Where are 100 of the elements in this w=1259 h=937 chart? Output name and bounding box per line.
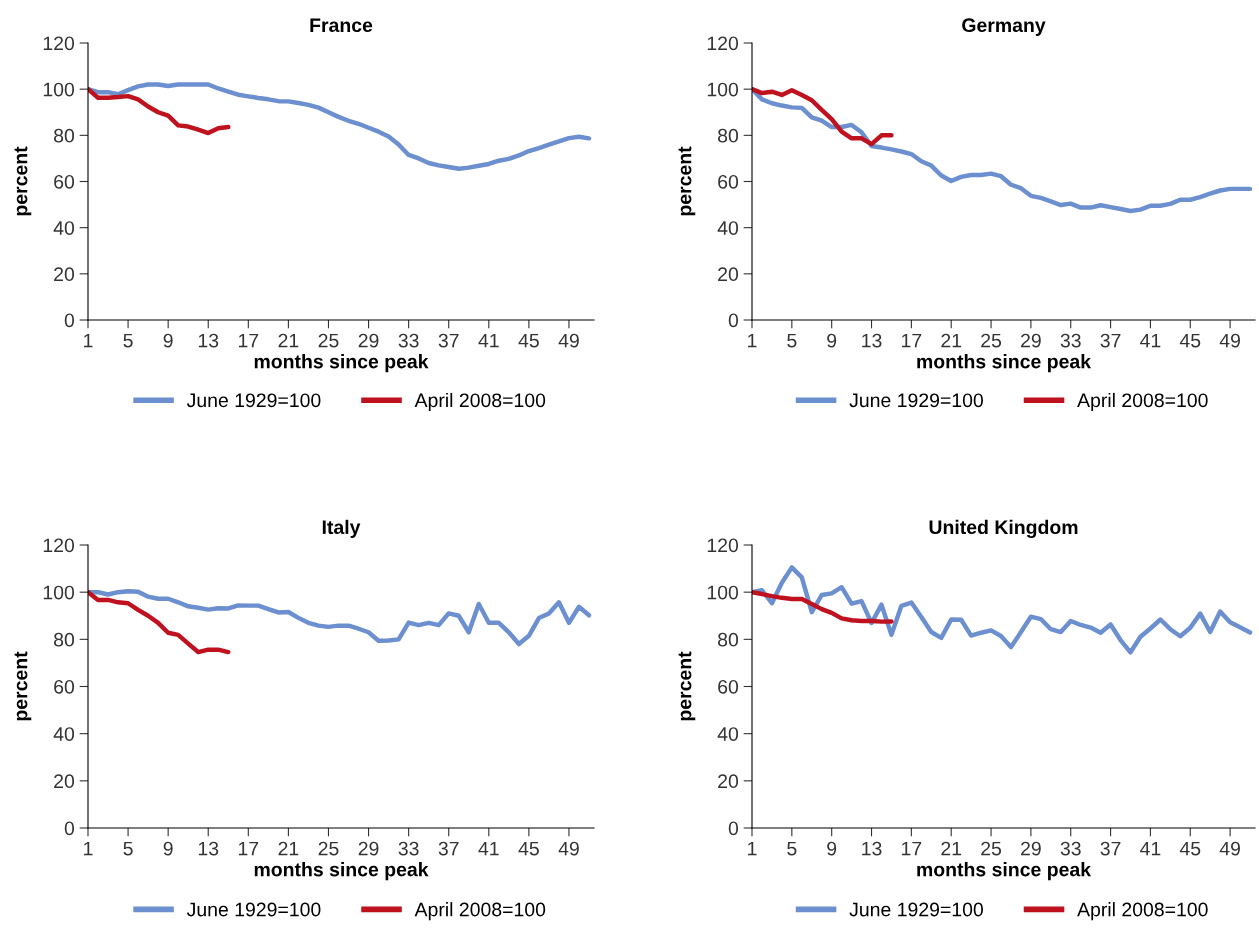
x-tick-label: 25 (318, 333, 339, 348)
x-tick-label: 25 (981, 841, 1002, 856)
x-tick-label: 41 (1140, 333, 1161, 348)
x-tick-label: 17 (238, 333, 259, 348)
x-tick-label: 9 (827, 333, 837, 348)
x-tick-label: 33 (398, 333, 419, 348)
y-tick-label: 0 (64, 821, 75, 836)
x-tick-label: 25 (318, 841, 339, 856)
y-tick-label: 120 (707, 36, 739, 51)
line-series (752, 589, 894, 624)
x-axis-title: months since peak (254, 354, 429, 373)
x-tick-label: 49 (1219, 333, 1240, 348)
x-tick-label: 5 (123, 333, 133, 348)
x-tick-label: 25 (981, 333, 1002, 348)
x-tick-label: 21 (278, 333, 299, 348)
line-series (88, 589, 592, 647)
y-tick-label: 60 (54, 679, 75, 694)
x-tick-label: 45 (1179, 841, 1201, 856)
y-axis-title: percent (14, 146, 32, 216)
x-tick-label: 29 (358, 333, 379, 348)
y-tick-label: 100 (43, 82, 75, 97)
x-tick-label: 21 (941, 841, 962, 856)
x-axis-title: months since peak (917, 862, 1092, 881)
x-tick-label: 33 (1060, 841, 1081, 856)
y-tick-label: 0 (728, 821, 739, 836)
x-tick-label: 49 (558, 841, 579, 856)
y-tick-label: 80 (718, 632, 739, 647)
x-tick-label: 37 (1100, 333, 1121, 348)
x-tick-label: 13 (862, 333, 882, 348)
x-tick-label: 1 (748, 841, 757, 856)
y-tick-label: 40 (53, 221, 75, 235)
y-tick-label: 60 (718, 174, 739, 189)
y-tick-label: 20 (54, 267, 75, 282)
x-tick-label: 41 (478, 841, 499, 856)
y-axis-title: percent (678, 651, 696, 721)
y-axis-title: percent (678, 146, 696, 216)
x-tick-label: 29 (1021, 333, 1041, 348)
line-series (752, 565, 1253, 655)
chart-title: United Kingdom (929, 519, 1078, 539)
legend-label: June 1929=100 (186, 393, 321, 408)
y-tick-label: 100 (707, 585, 739, 600)
x-tick-label: 1 (748, 333, 757, 348)
y-tick-label: 120 (43, 36, 75, 51)
y-tick-label: 40 (717, 727, 739, 741)
legend-label: April 2008=100 (1077, 902, 1208, 921)
x-tick-label: 45 (1179, 333, 1201, 348)
y-tick-label: 120 (43, 538, 75, 553)
x-tick-label: 1 (84, 333, 93, 348)
x-tick-label: 5 (787, 333, 797, 348)
y-tick-label: 120 (707, 538, 739, 553)
y-tick-label: 100 (43, 585, 75, 600)
x-axis-title: months since peak (917, 354, 1092, 373)
x-tick-label: 37 (438, 841, 459, 856)
x-tick-label: 45 (518, 841, 539, 856)
x-tick-label: 37 (1100, 841, 1121, 856)
line-series (88, 86, 231, 136)
y-tick-label: 80 (718, 128, 739, 143)
x-tick-label: 9 (163, 841, 173, 856)
x-tick-label: 21 (941, 333, 962, 348)
x-tick-label: 37 (438, 333, 459, 348)
chart-title: Italy (322, 519, 361, 538)
x-tick-label: 5 (787, 841, 797, 856)
x-tick-label: 33 (1060, 333, 1081, 348)
x-tick-label: 45 (518, 333, 539, 348)
x-tick-label: 13 (198, 841, 219, 856)
legend-label: April 2008=100 (1077, 392, 1208, 412)
line-series (752, 86, 894, 147)
x-tick-label: 49 (1219, 841, 1240, 856)
x-tick-label: 21 (278, 841, 299, 856)
line-series (88, 82, 592, 172)
x-tick-label: 9 (163, 333, 173, 348)
y-tick-label: 20 (54, 774, 75, 789)
legend-label: June 1929=100 (849, 902, 983, 917)
y-tick-label: 20 (718, 774, 739, 789)
y-tick-label: 80 (54, 128, 75, 143)
chart-title: Germany (962, 18, 1046, 36)
x-tick-label: 9 (827, 841, 837, 856)
y-tick-label: 60 (54, 174, 75, 189)
x-tick-label: 49 (558, 333, 579, 348)
x-tick-label: 13 (198, 333, 219, 348)
chart-title: France (310, 18, 373, 33)
y-tick-label: 40 (53, 727, 75, 741)
y-tick-label: 60 (718, 679, 739, 694)
y-tick-label: 100 (707, 82, 739, 97)
legend-label: June 1929=100 (186, 902, 321, 917)
y-tick-label: 20 (718, 267, 739, 282)
y-tick-label: 0 (728, 313, 739, 328)
x-tick-label: 17 (902, 333, 922, 348)
x-tick-label: 29 (358, 841, 379, 856)
legend-label: June 1929=100 (849, 393, 983, 408)
y-tick-label: 80 (54, 632, 75, 647)
x-tick-label: 17 (902, 841, 922, 856)
x-tick-label: 29 (1021, 841, 1041, 856)
x-tick-label: 17 (238, 841, 259, 856)
x-axis-title: months since peak (254, 862, 429, 881)
legend-label: April 2008=100 (414, 902, 546, 921)
x-tick-label: 33 (398, 841, 419, 856)
y-tick-label: 40 (717, 221, 739, 235)
x-tick-label: 13 (862, 841, 882, 856)
x-tick-label: 41 (478, 333, 499, 348)
